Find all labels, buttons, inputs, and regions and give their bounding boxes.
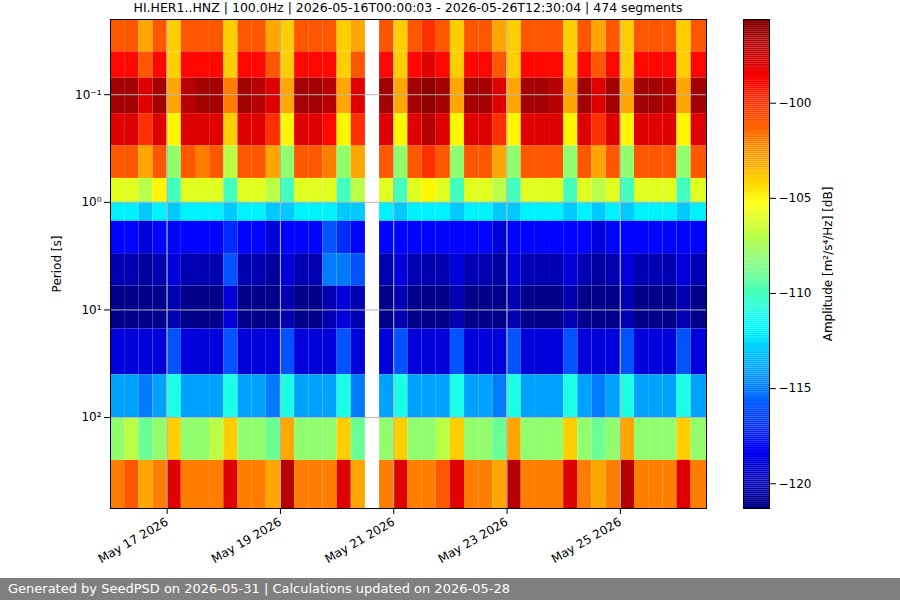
svg-text:Amplitude [m²/s⁴/Hz] [dB]: Amplitude [m²/s⁴/Hz] [dB]: [821, 187, 835, 342]
svg-text:May 25 2026: May 25 2026: [549, 515, 624, 566]
svg-text:−110: −110: [779, 286, 812, 300]
svg-text:May 23 2026: May 23 2026: [436, 515, 511, 566]
svg-text:May 17 2026: May 17 2026: [96, 515, 171, 566]
html-text:Generated by SeedPSD on 2026-0: Generated by SeedPSD on 2026-05-31 | Cal…: [8, 581, 510, 596]
svg-text:−100: −100: [779, 96, 812, 110]
svg-text:10⁰: 10⁰: [81, 195, 101, 209]
svg-text:−120: −120: [779, 477, 812, 491]
svg-text:May 21 2026: May 21 2026: [322, 515, 397, 566]
html-text:HI.HER1..HNZ | 100.0Hz | 2026-: HI.HER1..HNZ | 100.0Hz | 2026-05-16T00:0…: [133, 0, 683, 15]
svg-text:10²: 10²: [81, 410, 101, 424]
svg-text:10⁻¹: 10⁻¹: [75, 88, 102, 102]
svg-text:10¹: 10¹: [81, 303, 101, 317]
svg-text:Period [s]: Period [s]: [50, 236, 64, 293]
svg-text:−115: −115: [779, 381, 812, 395]
svg-text:May 19 2026: May 19 2026: [209, 515, 284, 566]
svg-text:−105: −105: [779, 191, 812, 205]
